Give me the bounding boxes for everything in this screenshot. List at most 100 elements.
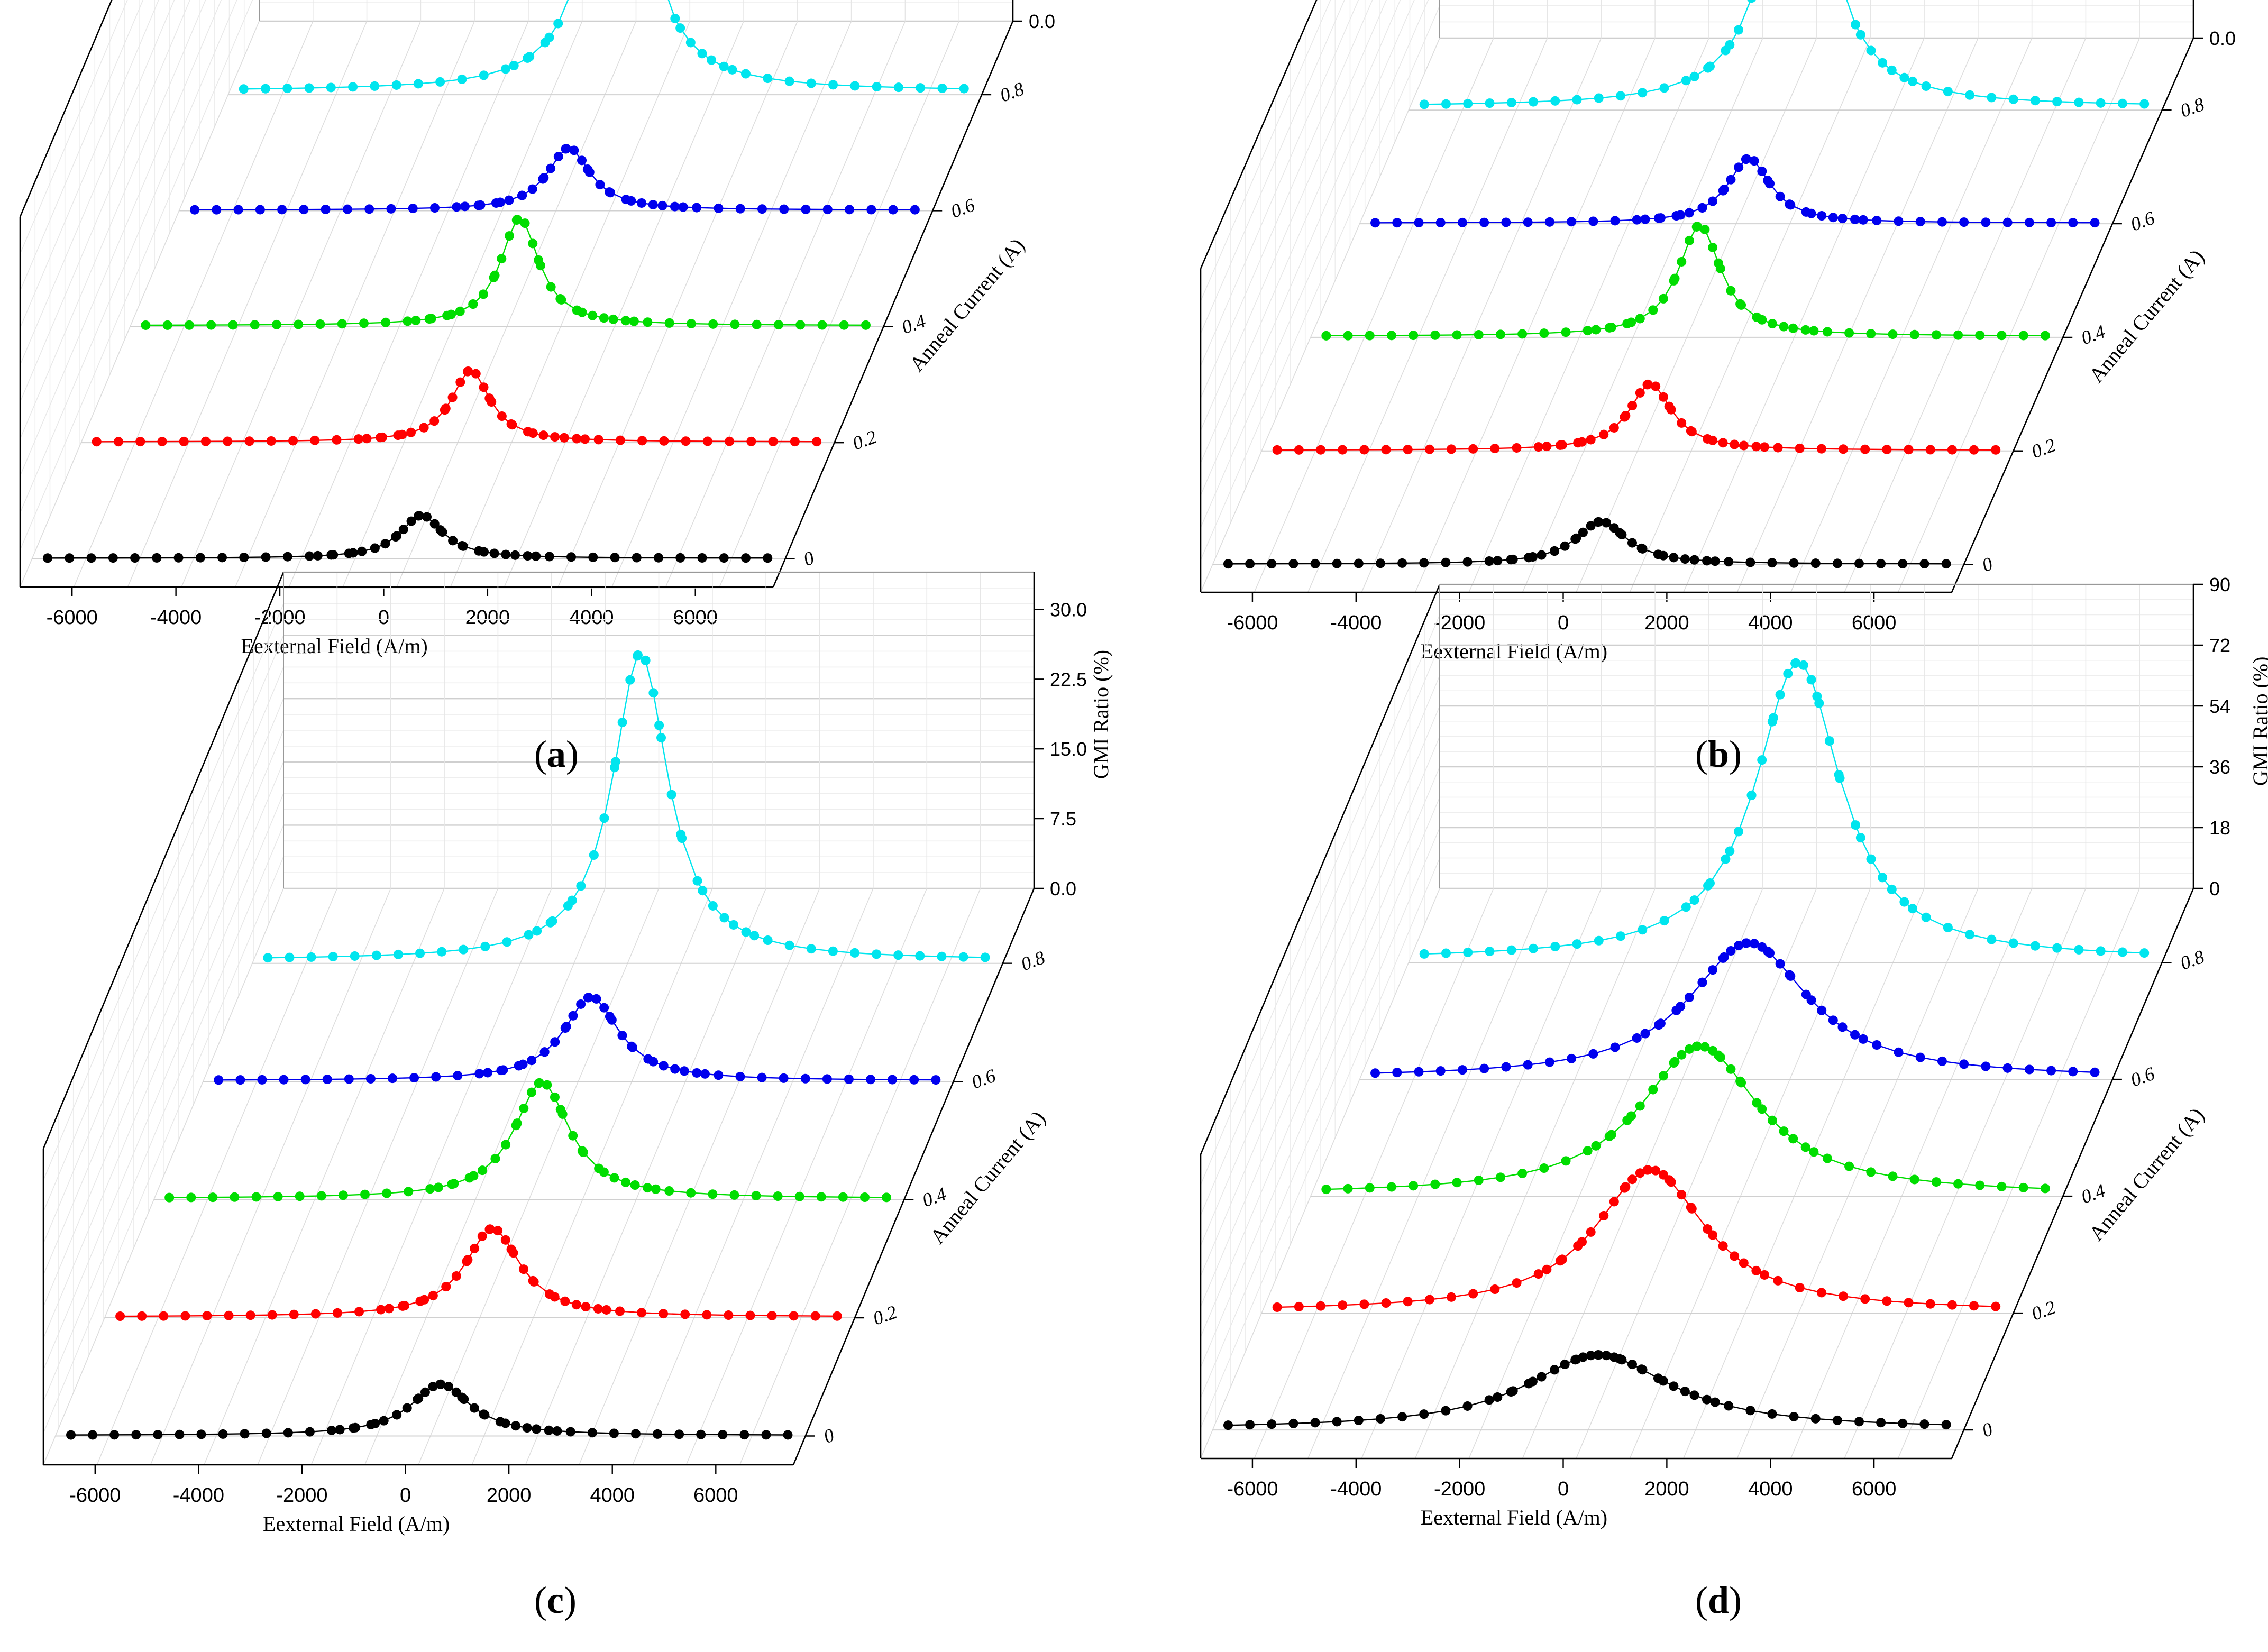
- data-point: [109, 1430, 120, 1440]
- data-point: [1452, 330, 1462, 340]
- data-point: [1537, 550, 1547, 560]
- data-point: [310, 435, 320, 445]
- floor-grid-line: [1629, 38, 1871, 593]
- data-point: [295, 1191, 305, 1201]
- data-point: [729, 920, 739, 930]
- floor-grid-line: [1576, 38, 1817, 593]
- series-0p8A: [1419, 0, 2150, 109]
- data-point: [1700, 1042, 1710, 1052]
- data-point: [135, 437, 145, 447]
- data-point: [536, 261, 546, 271]
- y-tick-label: 0.6: [2128, 207, 2157, 235]
- data-point: [214, 1075, 224, 1085]
- data-point: [866, 1075, 876, 1085]
- data-point: [893, 82, 903, 93]
- data-point: [2117, 947, 2127, 957]
- data-point: [1523, 217, 1533, 227]
- data-point: [504, 195, 514, 205]
- data-point: [741, 927, 751, 937]
- data-point: [1809, 1147, 1819, 1157]
- data-point: [1586, 435, 1596, 445]
- data-point: [1806, 675, 1816, 685]
- data-point: [1680, 1387, 1690, 1397]
- data-point: [708, 1189, 718, 1199]
- x-tick-label: -6000: [1227, 1478, 1278, 1500]
- data-point: [1878, 873, 1888, 883]
- data-point: [1751, 442, 1761, 452]
- data-point: [1751, 1265, 1761, 1275]
- series-0p6A: [1370, 938, 2100, 1078]
- data-point: [449, 1179, 459, 1189]
- data-point: [1508, 554, 1518, 564]
- x-tick-label: 2000: [1644, 1478, 1689, 1500]
- floor-grid-line: [450, 21, 691, 588]
- series-line: [218, 996, 936, 1081]
- data-point: [1354, 558, 1364, 568]
- data-point: [392, 1410, 402, 1420]
- data-point: [500, 1235, 510, 1245]
- data-point: [2002, 1063, 2013, 1073]
- data-point: [1767, 319, 1777, 329]
- floor-grid-line: [235, 21, 475, 588]
- data-point: [511, 1421, 521, 1431]
- data-point: [478, 1165, 488, 1176]
- floor-grid-line: [43, 888, 284, 1465]
- data-point: [1899, 897, 1909, 907]
- data-point: [627, 1042, 637, 1052]
- side-grid-line: [1200, 0, 1429, 528]
- data-point: [1539, 328, 1549, 338]
- data-point: [429, 519, 440, 529]
- data-point: [872, 949, 882, 959]
- z-axis-label: GMI Ratio (%): [2248, 657, 2268, 786]
- data-point: [576, 881, 586, 891]
- data-point: [437, 947, 447, 957]
- data-point: [1767, 1115, 1777, 1125]
- series-line: [1277, 1169, 1996, 1308]
- data-point: [1441, 948, 1451, 958]
- data-point: [474, 1069, 484, 1079]
- data-point: [1860, 444, 1870, 454]
- data-point: [745, 1310, 755, 1320]
- data-point: [606, 188, 616, 198]
- data-point: [1858, 215, 1868, 225]
- data-point: [2008, 94, 2018, 104]
- data-point: [1594, 93, 1604, 103]
- data-point: [707, 55, 717, 65]
- data-point: [350, 1422, 360, 1433]
- data-point: [1616, 91, 1626, 101]
- data-point: [1310, 1418, 1320, 1428]
- data-point: [893, 950, 903, 960]
- floor-grid-line: [1254, 888, 1494, 1459]
- data-point: [763, 74, 773, 84]
- data-point: [1640, 1029, 1650, 1039]
- data-point: [498, 1065, 508, 1075]
- data-point: [768, 436, 778, 446]
- data-point: [1888, 329, 1898, 339]
- data-point: [2046, 217, 2056, 227]
- data-point: [470, 1243, 480, 1253]
- data-point: [1837, 1022, 1848, 1032]
- data-point: [381, 317, 391, 327]
- data-point: [529, 1277, 539, 1287]
- data-point: [377, 432, 387, 442]
- data-point: [1463, 99, 1473, 109]
- floor-grid-line: [1361, 38, 1602, 593]
- data-point: [1888, 1171, 1898, 1181]
- data-point: [1773, 443, 1783, 453]
- data-point: [1866, 1167, 1876, 1177]
- data-point: [2096, 98, 2106, 108]
- data-point: [666, 790, 676, 800]
- data-point: [2002, 217, 2013, 227]
- floor-grid-line: [127, 21, 368, 588]
- data-point: [357, 546, 367, 556]
- data-point: [1718, 1241, 1728, 1251]
- data-point: [271, 319, 281, 329]
- data-point: [344, 1074, 354, 1084]
- data-point: [681, 436, 691, 446]
- data-point: [1708, 242, 1718, 252]
- side-grid-line: [1200, 675, 1440, 1246]
- data-point: [180, 1311, 190, 1321]
- data-point: [1468, 444, 1478, 454]
- data-point: [66, 1430, 76, 1440]
- data-point: [261, 552, 271, 562]
